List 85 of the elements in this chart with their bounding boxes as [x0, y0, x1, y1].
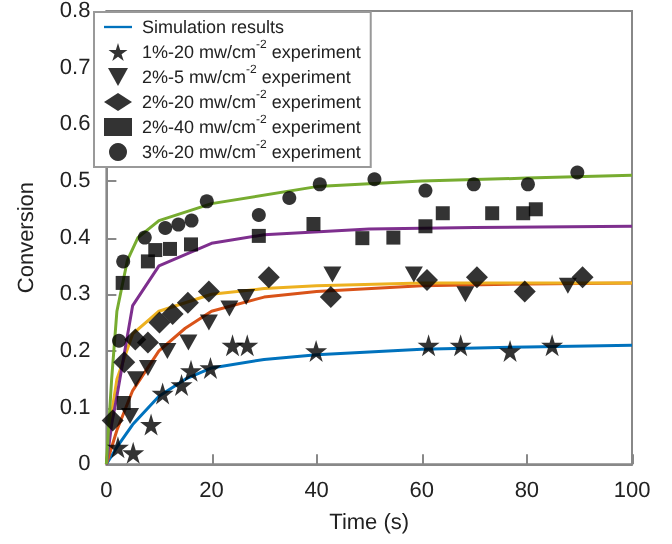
point	[520, 177, 535, 192]
point	[199, 194, 214, 209]
legend-label: Simulation results	[142, 17, 286, 37]
point	[122, 441, 145, 464]
x-tick-label: 100	[613, 479, 651, 504]
point	[312, 177, 327, 192]
point	[126, 371, 145, 388]
point	[148, 311, 171, 334]
x-tick-label: 20	[199, 479, 224, 504]
y-axis-title: Conversion	[15, 181, 39, 294]
point	[513, 280, 536, 303]
point	[158, 342, 177, 359]
point	[251, 207, 266, 222]
x-axis-title: Time (s)	[329, 511, 410, 535]
point	[418, 219, 433, 234]
point	[418, 183, 433, 198]
point	[151, 382, 174, 405]
point	[558, 277, 577, 294]
point	[180, 359, 203, 382]
point	[220, 300, 239, 317]
point	[136, 331, 159, 354]
point	[367, 172, 382, 187]
y-tick-label: 0.1	[59, 395, 91, 420]
point	[386, 230, 401, 245]
point	[305, 339, 328, 362]
point	[199, 314, 218, 331]
point	[485, 206, 500, 221]
point	[236, 334, 259, 357]
point	[516, 206, 531, 221]
point	[417, 334, 440, 357]
point	[112, 333, 126, 348]
point	[116, 254, 131, 269]
point	[466, 177, 481, 192]
x-tick-label: 40	[304, 479, 329, 504]
y-tick-label: 0	[78, 452, 91, 477]
point	[158, 220, 173, 235]
point	[499, 339, 522, 362]
point	[101, 409, 124, 432]
point	[257, 266, 280, 289]
point	[162, 241, 177, 256]
point	[251, 228, 266, 243]
point	[528, 202, 543, 217]
point	[571, 266, 594, 289]
point	[199, 356, 222, 379]
point	[449, 334, 472, 357]
x-tick-label: 80	[514, 479, 540, 504]
point	[116, 396, 131, 411]
point	[184, 213, 199, 228]
point	[237, 289, 256, 306]
point	[456, 286, 475, 303]
point	[184, 237, 199, 252]
point	[323, 266, 342, 283]
y-tick-label: 0.7	[59, 55, 91, 80]
y-tick-label: 0.6	[59, 112, 91, 137]
point	[176, 291, 199, 314]
point	[282, 190, 297, 205]
point	[465, 266, 488, 289]
point	[113, 351, 136, 374]
point	[404, 266, 423, 283]
point	[140, 413, 163, 436]
point	[355, 231, 370, 246]
point	[161, 303, 184, 326]
point	[137, 230, 152, 245]
y-tick-label: 0.2	[59, 338, 91, 363]
point	[179, 334, 198, 351]
point	[171, 217, 186, 232]
y-tick-label: 0.8	[59, 0, 91, 23]
point	[541, 334, 564, 357]
point	[570, 165, 585, 180]
point	[106, 436, 129, 459]
point	[221, 334, 244, 357]
point	[170, 373, 193, 396]
point	[306, 217, 321, 231]
y-tick-label: 0.5	[59, 168, 91, 193]
point	[416, 269, 439, 292]
x-tick-label: 60	[409, 479, 434, 504]
x-tick-label: 0	[100, 479, 113, 504]
point	[197, 280, 220, 303]
point	[148, 243, 163, 258]
point	[319, 286, 342, 309]
point	[115, 275, 130, 290]
point	[435, 206, 450, 221]
y-tick-label: 0.3	[59, 282, 91, 307]
y-tick-label: 0.4	[59, 225, 91, 250]
point	[138, 359, 157, 376]
